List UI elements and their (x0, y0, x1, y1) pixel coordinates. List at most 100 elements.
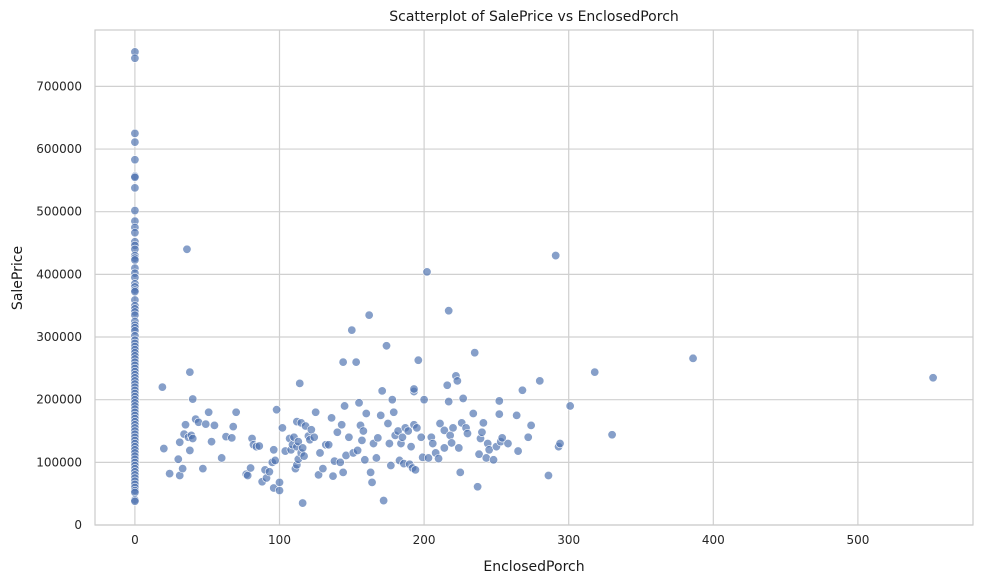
data-point (340, 401, 350, 411)
data-point (416, 432, 426, 442)
data-point (246, 463, 256, 473)
data-point (384, 439, 394, 449)
data-point (175, 437, 185, 447)
data-point (337, 420, 347, 430)
data-point (360, 455, 370, 465)
y-tick-label: 600000 (36, 142, 82, 156)
data-point (201, 419, 211, 429)
y-tick-label: 500000 (36, 205, 82, 219)
data-point (928, 373, 938, 383)
data-point (497, 433, 507, 443)
data-point (228, 422, 238, 432)
data-point (377, 386, 387, 396)
y-axis-label: SalePrice (10, 246, 26, 310)
data-point (366, 467, 376, 477)
plot-frame (94, 29, 974, 526)
data-point (503, 439, 513, 449)
data-point (309, 432, 319, 442)
x-axis-label: EnclosedPorch (483, 559, 584, 575)
data-point (198, 464, 208, 474)
data-point (357, 435, 367, 445)
data-point (444, 306, 454, 316)
x-tick-label: 300 (557, 533, 580, 547)
data-point (181, 420, 191, 430)
x-tick-label: 500 (846, 533, 869, 547)
data-point (207, 437, 217, 447)
data-point (455, 467, 465, 477)
data-point (422, 267, 432, 277)
data-points (130, 47, 938, 508)
data-point (347, 325, 357, 335)
data-point (264, 467, 274, 477)
x-tick-label: 0 (131, 533, 139, 547)
data-point (354, 398, 364, 408)
data-point (332, 427, 342, 437)
data-point (157, 382, 167, 392)
data-point (403, 426, 413, 436)
data-point (293, 437, 303, 447)
data-point (130, 137, 140, 147)
data-point (512, 410, 522, 420)
data-point (434, 454, 444, 464)
data-point (474, 449, 484, 459)
data-point (243, 470, 253, 480)
data-point (364, 310, 374, 320)
data-point (439, 425, 449, 435)
data-point (275, 477, 285, 487)
data-point (478, 418, 488, 428)
data-point (494, 396, 504, 406)
data-point (182, 244, 192, 254)
data-point (269, 445, 279, 455)
data-point (382, 341, 392, 351)
y-tick-label: 700000 (36, 79, 82, 93)
data-point (454, 443, 464, 453)
data-point (397, 432, 407, 442)
data-point (299, 451, 309, 461)
data-point (535, 376, 545, 386)
data-point (448, 423, 458, 433)
data-point (444, 397, 454, 407)
data-point (254, 441, 264, 451)
grid-lines (95, 30, 973, 526)
data-point (209, 420, 219, 430)
data-point (526, 420, 536, 430)
y-tick-labels: 0 100000 200000 300000 400000 500000 600000 700… (36, 79, 82, 532)
data-point (371, 453, 381, 463)
data-point (159, 444, 169, 454)
data-point (306, 425, 316, 435)
data-point (383, 418, 393, 428)
data-point (423, 453, 433, 463)
data-point (328, 471, 338, 481)
data-point (185, 367, 195, 377)
data-point (462, 429, 472, 439)
data-point (327, 413, 337, 423)
data-point (270, 455, 280, 465)
data-point (130, 496, 140, 506)
data-point (428, 439, 438, 449)
data-point (435, 418, 445, 428)
y-tick-label: 200000 (36, 393, 82, 407)
data-point (387, 395, 397, 405)
data-point (447, 438, 457, 448)
data-point (188, 394, 198, 404)
data-point (361, 408, 371, 418)
data-point (295, 378, 305, 388)
data-point (688, 353, 698, 363)
data-point (439, 443, 449, 453)
data-point (351, 357, 361, 367)
data-point (314, 470, 324, 480)
data-point (389, 407, 399, 417)
data-point (590, 367, 600, 377)
data-point (130, 155, 140, 165)
data-point (130, 53, 140, 63)
data-point (277, 423, 287, 433)
data-point (338, 467, 348, 477)
data-point (344, 432, 354, 442)
data-point (413, 355, 423, 365)
data-point (386, 460, 396, 470)
data-point (311, 407, 321, 417)
data-point (178, 464, 188, 474)
data-point (494, 409, 504, 419)
data-point (513, 446, 523, 456)
